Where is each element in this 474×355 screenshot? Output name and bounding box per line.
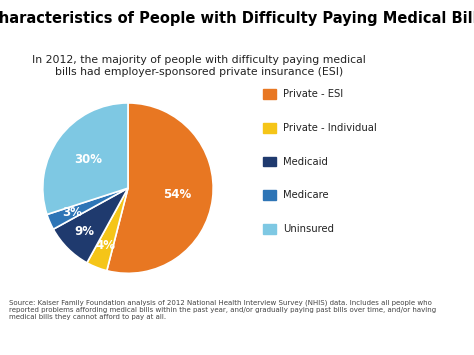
- Wedge shape: [107, 103, 213, 273]
- Text: Private - Individual: Private - Individual: [283, 123, 377, 133]
- Text: Uninsured: Uninsured: [283, 224, 335, 234]
- Wedge shape: [87, 188, 128, 271]
- Text: Characteristics of People with Difficulty Paying Medical Bills: Characteristics of People with Difficult…: [0, 11, 474, 26]
- Text: 3%: 3%: [62, 206, 82, 219]
- Text: Private - ESI: Private - ESI: [283, 89, 344, 99]
- Text: In 2012, the majority of people with difficulty paying medical
bills had employe: In 2012, the majority of people with dif…: [32, 55, 366, 77]
- Text: KAISER: KAISER: [411, 318, 451, 328]
- Text: 4%: 4%: [95, 239, 115, 252]
- Text: Source: Kaiser Family Foundation analysis of 2012 National Health Interview Surv: Source: Kaiser Family Foundation analysi…: [9, 300, 437, 321]
- Wedge shape: [47, 188, 128, 229]
- Text: THE HENRY: THE HENRY: [414, 312, 447, 317]
- Text: FAMILY: FAMILY: [412, 328, 450, 338]
- Text: 30%: 30%: [74, 153, 102, 165]
- Text: 9%: 9%: [74, 225, 95, 238]
- Text: 54%: 54%: [163, 188, 191, 201]
- Wedge shape: [53, 188, 128, 263]
- Text: Medicaid: Medicaid: [283, 157, 328, 166]
- Wedge shape: [43, 103, 128, 214]
- Text: Medicare: Medicare: [283, 190, 329, 200]
- Text: FOUNDATION: FOUNDATION: [411, 339, 450, 344]
